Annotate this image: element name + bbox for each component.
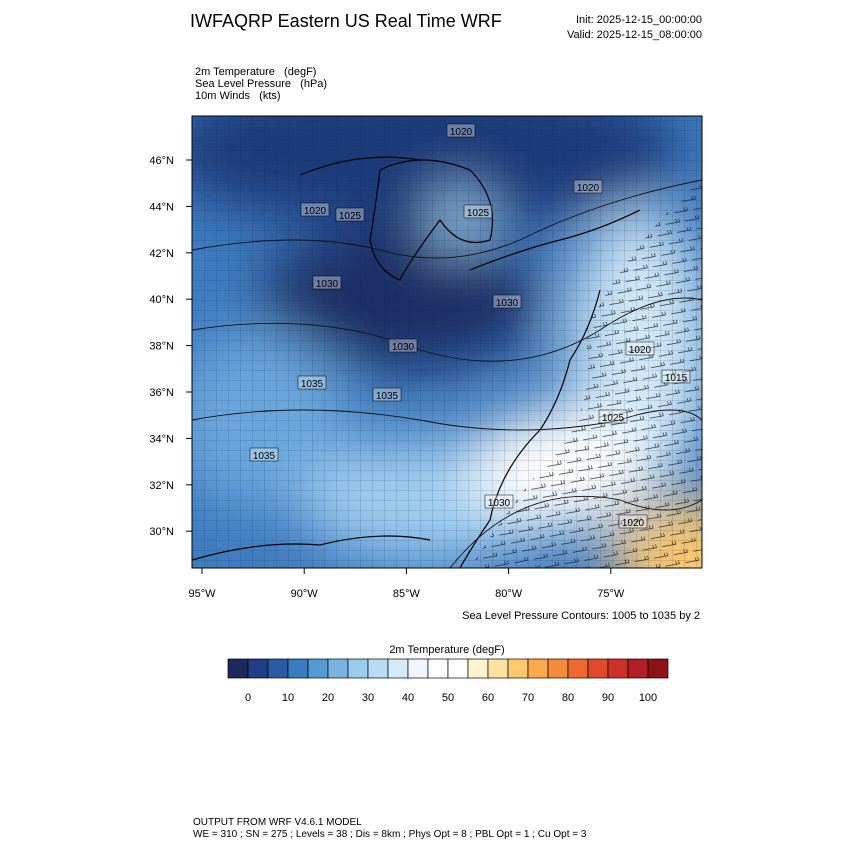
- lon-label: 90°W: [291, 588, 319, 600]
- contour-label-box: [492, 294, 522, 309]
- lat-label: 34°N: [149, 433, 174, 445]
- contour-label-box: [573, 179, 603, 194]
- init-time: Init: 2025-12-15_00:00:00: [576, 14, 702, 26]
- lat-label: 42°N: [149, 248, 174, 260]
- colorbar-box: [647, 658, 669, 679]
- field-list: 2m Temperature (degF)Sea Level Pressure …: [195, 66, 327, 102]
- contour-label: 1025: [602, 413, 625, 424]
- contour-label: 1020: [629, 345, 652, 356]
- colorbar-tick-label: 50: [442, 692, 454, 704]
- colorbar-box: [467, 658, 489, 679]
- lon-label: 95°W: [188, 588, 216, 600]
- contour-label: 1020: [577, 183, 600, 194]
- colorbar-box: [487, 658, 509, 679]
- colorbar-box: [627, 658, 649, 679]
- contour-label-box: [312, 275, 342, 290]
- colorbar-tick-label: 20: [322, 692, 334, 704]
- colorbar-box: [547, 658, 569, 679]
- colorbar-tick-label: 80: [562, 692, 574, 704]
- colorbar-tick-label: 90: [602, 692, 614, 704]
- colorbar-tick-label: 60: [482, 692, 494, 704]
- lat-label: 38°N: [149, 341, 174, 353]
- colorbar-tick-label: 30: [362, 692, 374, 704]
- colorbar-title: 2m Temperature (degF): [389, 644, 504, 656]
- contour-label-box: [297, 375, 327, 390]
- colorbar-box: [387, 658, 409, 679]
- contour-label: 1030: [496, 298, 519, 309]
- contour-label: 1030: [392, 342, 415, 353]
- colorbar-box: [367, 658, 389, 679]
- lat-label: 30°N: [149, 526, 174, 538]
- lat-label: 46°N: [149, 155, 174, 167]
- footer-line: OUTPUT FROM WRF V4.6.1 MODEL: [193, 817, 362, 828]
- colorbar-box: [247, 658, 269, 679]
- contour-label-box: [598, 409, 628, 424]
- contour-label: 1015: [665, 373, 688, 384]
- map-frame: [191, 115, 703, 569]
- map-ticks: 46°N 44°N 42°N 40°N 38°N 36°N 34°N 32°N 30°N 95°W…: [149, 123, 691, 600]
- contour-label-box: [661, 369, 691, 384]
- contour-label: 1020: [622, 518, 645, 529]
- colorbar-box: [407, 658, 429, 679]
- contour-label-box: [463, 204, 493, 219]
- footer-line: WE = 310 ; SN = 275 ; Levels = 38 ; Dis …: [193, 829, 587, 840]
- contour-label-box: [372, 387, 402, 402]
- colorbar-box: [427, 658, 449, 679]
- isobars: [192, 179, 702, 568]
- field-label: 2m Temperature (degF): [195, 66, 316, 78]
- contour-label: 1020: [450, 127, 473, 138]
- contour-label-box: [625, 341, 655, 356]
- contour-label: 1025: [467, 208, 490, 219]
- colorbar-tick-label: 40: [402, 692, 414, 704]
- colorbar-box: [287, 658, 309, 679]
- title: IWFAQRP Eastern US Real Time WRF: [190, 11, 502, 31]
- wind-barbs: [470, 180, 702, 568]
- contour-label: 1020: [304, 206, 327, 217]
- map: [192, 116, 702, 568]
- colorbar-box: [327, 658, 349, 679]
- contour-label: 1035: [301, 379, 324, 390]
- contour-label: 1035: [376, 391, 399, 402]
- contour-label-box: [484, 494, 514, 509]
- colorbar-tick-label: 70: [522, 692, 534, 704]
- lon-label: 80°W: [495, 588, 523, 600]
- colorbar-box: [447, 658, 469, 679]
- colorbar-box: [227, 658, 249, 679]
- field-label: Sea Level Pressure (hPa): [195, 78, 327, 90]
- valid-time: Valid: 2025-12-15_08:00:00: [567, 29, 702, 41]
- contour-label-box: [618, 514, 648, 529]
- colorbar-box: [607, 658, 629, 679]
- colorbar-box: [267, 658, 289, 679]
- contour-label: 1030: [316, 279, 339, 290]
- contour-label-box: [249, 447, 279, 462]
- contour-label-box: [300, 202, 330, 217]
- colorbar-box: [527, 658, 549, 679]
- colorbar-tick-label: 10: [282, 692, 294, 704]
- contour-label: 1030: [488, 498, 511, 509]
- contour-label: 1035: [253, 451, 276, 462]
- contour-label-box: [446, 123, 476, 138]
- colorbar-tick-label: 100: [639, 692, 657, 704]
- colorbar-tick-label: 0: [245, 692, 251, 704]
- lat-label: 40°N: [149, 294, 174, 306]
- contour-label-box: [388, 338, 418, 353]
- colorbar-box: [567, 658, 589, 679]
- contour-label-box: [335, 207, 365, 222]
- contour-label: 1025: [339, 211, 362, 222]
- lat-label: 32°N: [149, 480, 174, 492]
- colorbar-box: [347, 658, 369, 679]
- lon-label: 75°W: [597, 588, 625, 600]
- lat-label: 36°N: [149, 387, 174, 399]
- colorbar-box: [587, 658, 609, 679]
- lat-label: 44°N: [149, 201, 174, 213]
- colorbar: 0 10 20 30 40 50 60 70 80 90 100: [227, 658, 669, 704]
- colorbar-box: [507, 658, 529, 679]
- caption: Sea Level Pressure Contours: 1005 to 103…: [462, 610, 700, 622]
- colorbar-box: [307, 658, 329, 679]
- lon-label: 85°W: [393, 588, 421, 600]
- field-label: 10m Winds (kts): [195, 90, 281, 102]
